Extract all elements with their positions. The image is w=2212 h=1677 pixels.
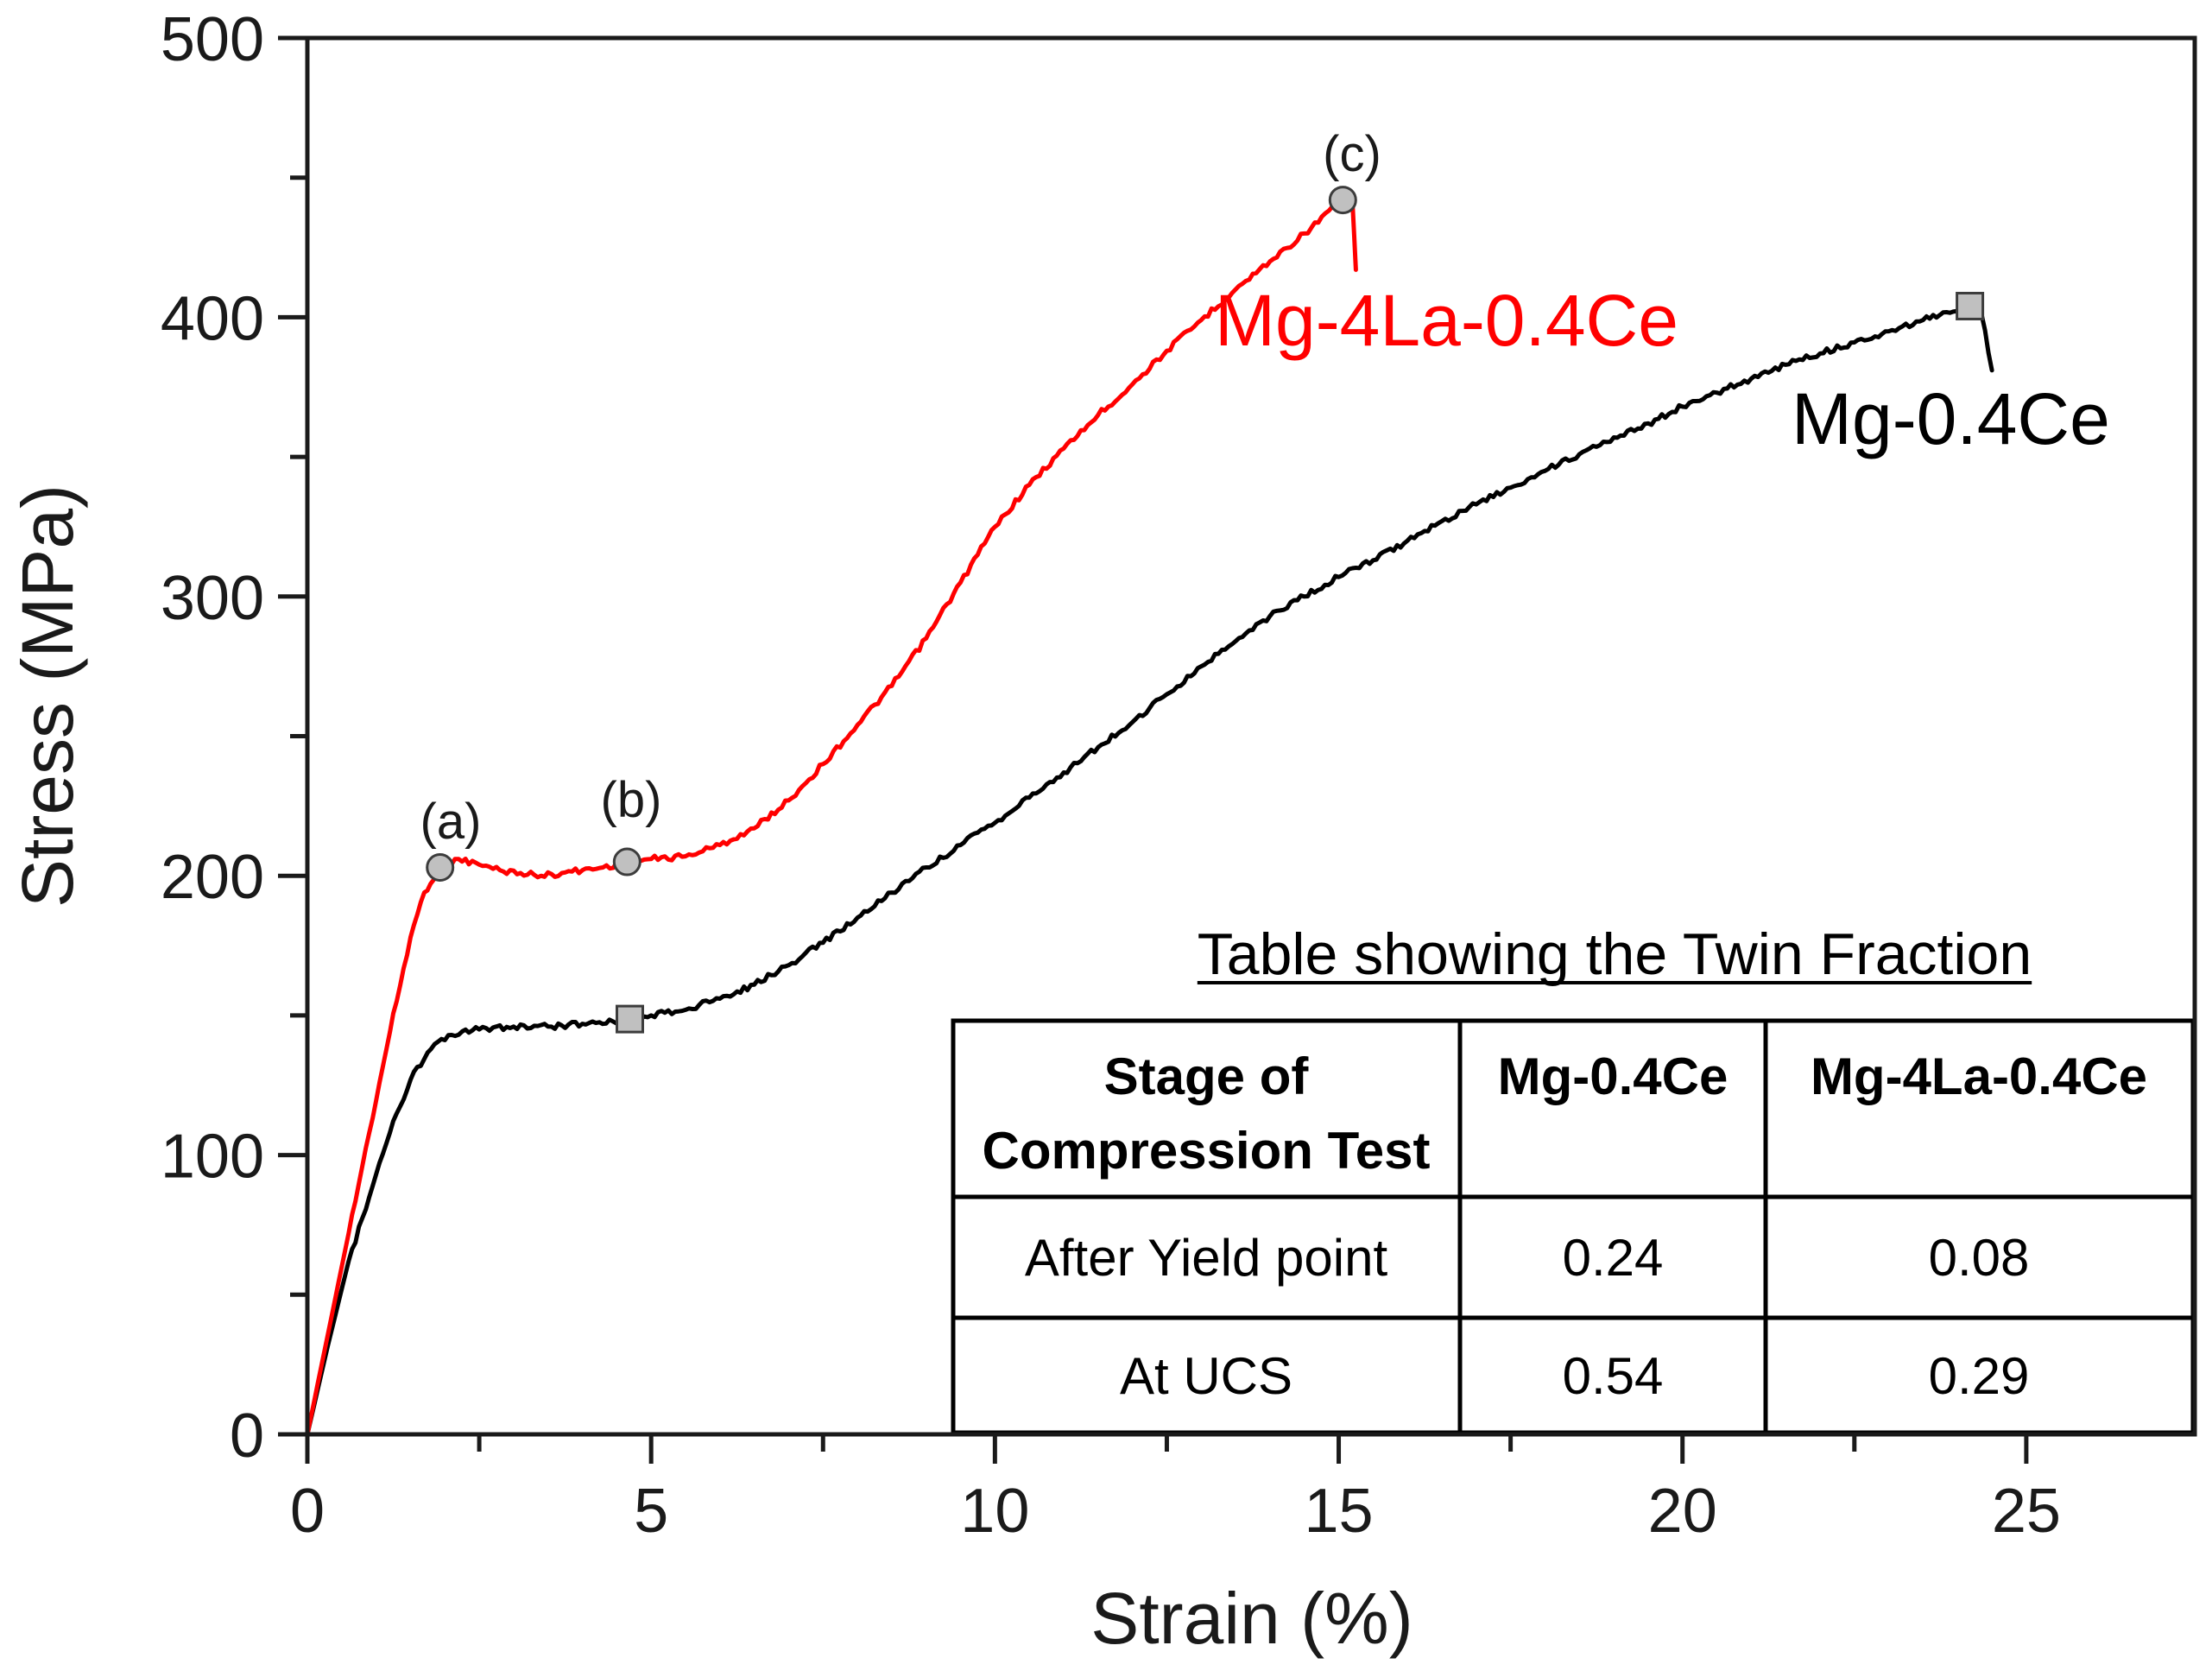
marker-point-b: [612, 847, 641, 876]
plot-frame: [305, 35, 2197, 1437]
x-axis-title: Strain (%): [1090, 1578, 1413, 1659]
series-lines: [305, 198, 1994, 1437]
marker-point-c: [1328, 186, 1357, 215]
series-line-mg-0.4ce: [305, 302, 1994, 1437]
table-header-stage-line2: Compression Test: [983, 1122, 1431, 1180]
table-title: Table showing the Twin Fraction: [1198, 921, 2032, 987]
y-tick-label-100: 100: [161, 1123, 264, 1192]
table-cell-mg-0.4ce-row2: 0.54: [1563, 1347, 1664, 1405]
axis-ticks: [278, 35, 2029, 1464]
point-label-c: (c): [1323, 126, 1381, 182]
series-label-mg-4la-0.4ce: Mg-4La-0.4Ce: [1215, 280, 1678, 361]
table-frame: [951, 1018, 2196, 1435]
y-tick-label-200: 200: [161, 843, 264, 912]
axis-tick-labels: 0 5 10 15 20 25 0 100 200 300 400 500: [161, 5, 2061, 1546]
y-tick-label-300: 300: [161, 564, 264, 633]
point-label-a: (a): [420, 794, 482, 850]
data-markers: [426, 186, 1985, 1034]
table-cell-mg-0.4ce-row1: 0.24: [1563, 1229, 1664, 1287]
y-tick-label-0: 0: [230, 1402, 264, 1471]
marker-square-mg-0.4ce-1: [1956, 291, 1985, 320]
table-cell-stage-row2: At UCS: [1120, 1347, 1292, 1405]
y-tick-label-500: 500: [161, 5, 264, 74]
x-tick-label-10: 10: [960, 1477, 1029, 1546]
series-label-mg-0.4ce: Mg-0.4Ce: [1792, 378, 2110, 459]
table-header-mg-0.4ce: Mg-0.4Ce: [1498, 1047, 1729, 1105]
table-cell-stage-row1: After Yield point: [1025, 1229, 1388, 1287]
series-line-mg-4la-0.4ce: [305, 198, 1358, 1437]
marker-point-a: [426, 852, 455, 882]
x-tick-label-5: 5: [634, 1477, 668, 1546]
table-header-stage-line1: Stage of: [1104, 1047, 1310, 1105]
point-label-b: (b): [601, 772, 662, 828]
y-tick-label-400: 400: [161, 284, 264, 353]
table-cell-mg-4la-0.4ce-row2: 0.29: [1929, 1347, 2030, 1405]
x-tick-label-0: 0: [290, 1477, 325, 1546]
y-axis-title: Stress (MPa): [7, 484, 88, 908]
twin-fraction-table: Table showing the Twin Fraction Stage of…: [951, 921, 2196, 1435]
table-cell-mg-4la-0.4ce-row1: 0.08: [1929, 1229, 2030, 1287]
marker-square-mg-0.4ce-0: [615, 1004, 644, 1034]
table-header-mg-4la-0.4ce: Mg-4La-0.4Ce: [1811, 1047, 2147, 1105]
x-tick-label-25: 25: [1992, 1477, 2061, 1546]
x-tick-label-20: 20: [1648, 1477, 1717, 1546]
x-tick-label-15: 15: [1304, 1477, 1373, 1546]
